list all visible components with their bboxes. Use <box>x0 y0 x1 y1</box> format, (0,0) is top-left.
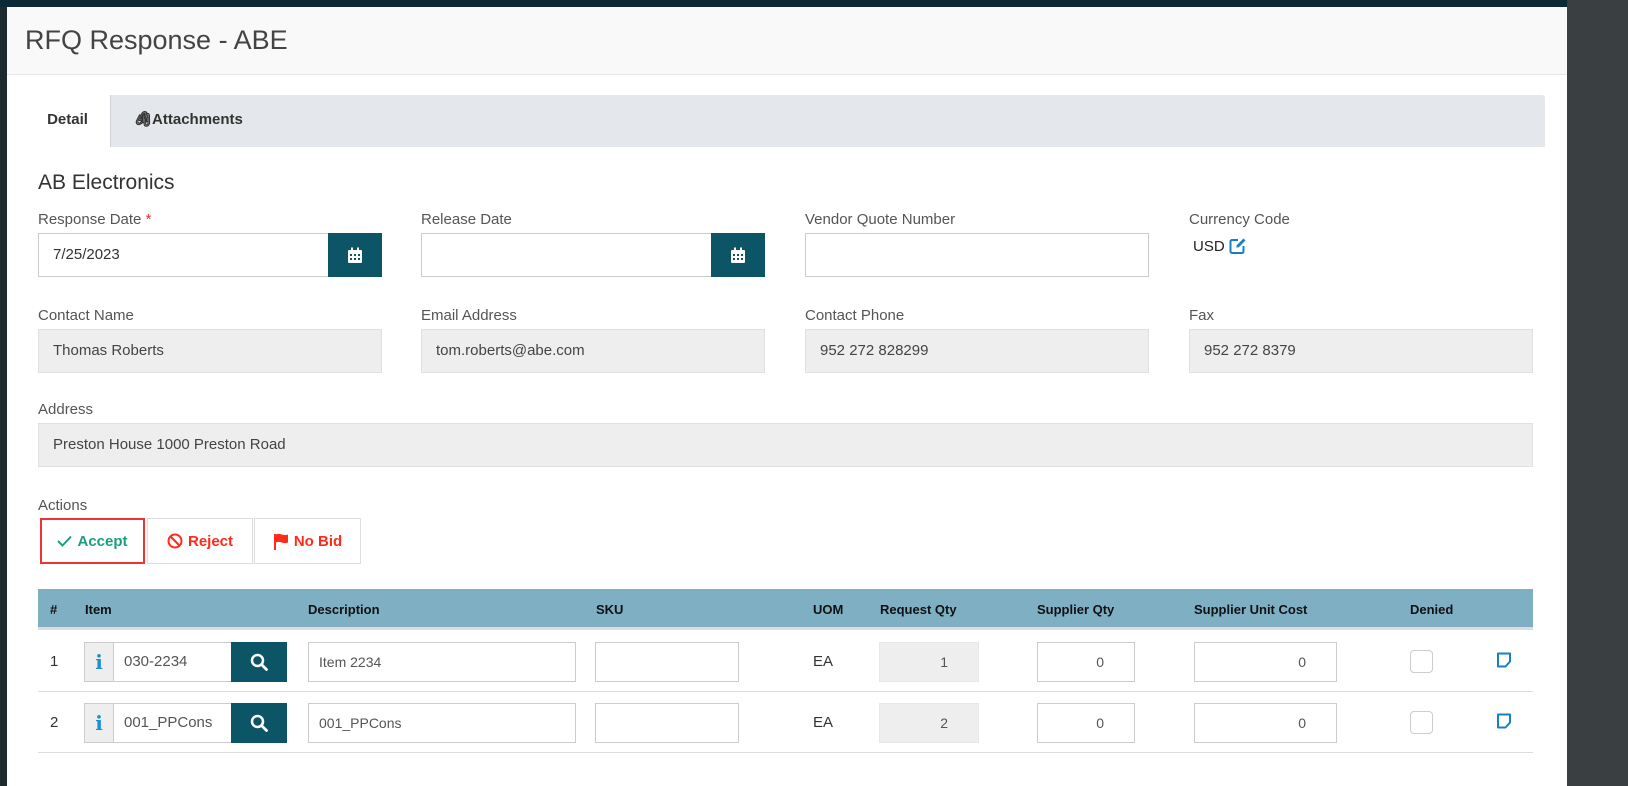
table-row: 2 i 001_PPCons 001_PPCons EA 2 0 0 <box>38 692 1533 753</box>
check-icon <box>57 535 73 547</box>
description-input[interactable]: 001_PPCons <box>308 703 576 743</box>
tab-label: Attachments <box>152 111 243 128</box>
edit-icon[interactable] <box>1229 237 1247 255</box>
calendar-button[interactable] <box>328 233 382 277</box>
col-description: Description <box>308 602 380 617</box>
note-icon[interactable] <box>1496 652 1512 668</box>
denied-checkbox[interactable] <box>1410 650 1433 673</box>
col-supplier-unit-cost: Supplier Unit Cost <box>1194 602 1308 617</box>
modal-header: RFQ Response - ABE <box>7 7 1567 75</box>
reject-button[interactable]: Reject <box>147 518 253 564</box>
search-icon <box>250 714 268 732</box>
search-button[interactable] <box>231 642 287 682</box>
currency-code: USD <box>1193 237 1247 255</box>
col-supplier-qty: Supplier Qty <box>1037 602 1115 617</box>
col-item: Item <box>85 602 112 617</box>
tab-detail[interactable]: Detail <box>25 95 111 147</box>
supplier-unit-cost-input[interactable]: 0 <box>1194 703 1337 743</box>
col-request-qty: Request Qty <box>880 602 957 617</box>
no-bid-button[interactable]: No Bid <box>254 518 361 564</box>
accept-button[interactable]: Accept <box>40 518 145 564</box>
calendar-icon <box>731 247 745 263</box>
release-date-input[interactable] <box>421 233 713 277</box>
sku-input[interactable] <box>595 703 739 743</box>
response-date-label: Response Date * <box>38 211 152 228</box>
actions-label: Actions <box>38 497 88 514</box>
uom: EA <box>813 653 834 670</box>
fax-label: Fax <box>1189 307 1215 324</box>
col-sku: SKU <box>596 602 624 617</box>
accept-label: Accept <box>77 532 128 550</box>
vendor-name: AB Electronics <box>38 171 175 194</box>
contact-name-label: Contact Name <box>38 307 134 324</box>
info-icon[interactable]: i <box>84 703 114 743</box>
currency-code-label: Currency Code <box>1189 211 1290 228</box>
release-date-label: Release Date <box>421 211 512 228</box>
col-denied: Denied <box>1410 602 1454 617</box>
item-input[interactable]: 030-2234 <box>113 642 232 682</box>
overlay-backdrop <box>1567 0 1628 786</box>
contact-phone-label: Contact Phone <box>805 307 905 324</box>
request-qty: 2 <box>879 703 979 743</box>
note-icon[interactable] <box>1496 713 1512 729</box>
app-topbar <box>0 0 1628 7</box>
search-button[interactable] <box>231 703 287 743</box>
paperclip-icon: 🖇︎ <box>133 111 153 128</box>
contact-name-input[interactable]: Thomas Roberts <box>38 329 382 373</box>
address-input[interactable]: Preston House 1000 Preston Road <box>38 423 1533 467</box>
item-input[interactable]: 001_PPCons <box>113 703 232 743</box>
currency-code-value: USD <box>1193 237 1225 255</box>
col-uom: UOM <box>813 602 844 617</box>
info-icon[interactable]: i <box>84 642 114 682</box>
search-icon <box>250 653 268 671</box>
vendor-quote-number-label: Vendor Quote Number <box>805 211 956 228</box>
uom: EA <box>813 714 834 731</box>
page-title: RFQ Response - ABE <box>25 25 288 55</box>
tab-attachments[interactable]: 🖇︎Attachments <box>133 95 243 147</box>
table-header: # Item Description SKU UOM Request Qty S… <box>38 589 1533 630</box>
calendar-icon <box>348 247 362 263</box>
denied-checkbox[interactable] <box>1410 711 1433 734</box>
tab-bar: Detail 🖇︎Attachments <box>25 95 1545 147</box>
ban-icon <box>167 533 183 549</box>
vendor-quote-number-input[interactable] <box>805 233 1149 277</box>
table-row: 1 i 030-2234 Item 2234 EA 1 0 0 <box>38 631 1533 692</box>
no-bid-label: No Bid <box>293 532 343 550</box>
request-qty: 1 <box>879 642 979 682</box>
description-input[interactable]: Item 2234 <box>308 642 576 682</box>
supplier-unit-cost-input[interactable]: 0 <box>1194 642 1337 682</box>
calendar-button[interactable] <box>711 233 765 277</box>
contact-phone-input[interactable]: 952 272 828299 <box>805 329 1149 373</box>
flag-icon <box>273 533 288 550</box>
rfq-response-modal: RFQ Response - ABE Detail 🖇︎Attachments … <box>7 7 1567 786</box>
row-number: 1 <box>50 653 59 670</box>
col-number: # <box>50 602 58 617</box>
row-number: 2 <box>50 714 59 731</box>
response-date-input[interactable]: 7/25/2023 <box>38 233 330 277</box>
supplier-qty-input[interactable]: 0 <box>1037 703 1135 743</box>
email-input[interactable]: tom.roberts@abe.com <box>421 329 765 373</box>
reject-label: Reject <box>187 532 234 550</box>
sku-input[interactable] <box>595 642 739 682</box>
supplier-qty-input[interactable]: 0 <box>1037 642 1135 682</box>
email-label: Email Address <box>421 307 517 324</box>
address-label: Address <box>38 401 94 418</box>
fax-input[interactable]: 952 272 8379 <box>1189 329 1533 373</box>
